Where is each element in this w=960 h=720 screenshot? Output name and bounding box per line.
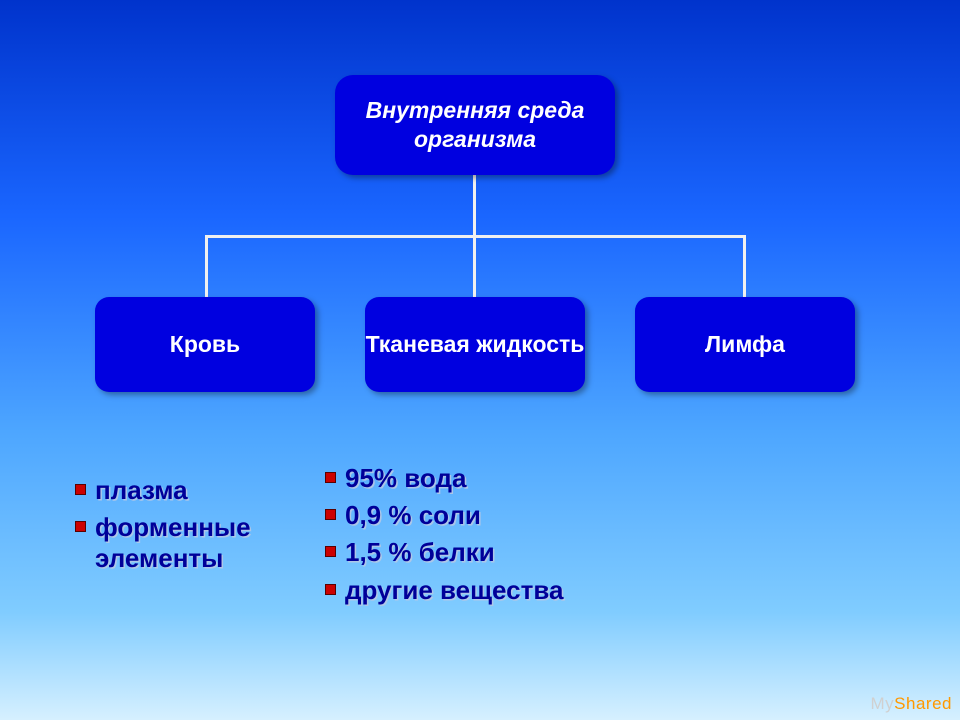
bullet-text: 95% вода	[345, 463, 466, 494]
list-item: форменные элементы	[75, 512, 310, 574]
bullet-text: форменные элементы	[95, 512, 310, 574]
bullet-icon	[325, 472, 336, 483]
watermark: MyShared	[871, 694, 953, 714]
watermark-part1: My	[871, 694, 895, 713]
bullet-text: другие вещества	[345, 575, 563, 606]
child-node-2-label: Тканевая жидкость	[366, 331, 585, 359]
bullet-icon	[325, 546, 336, 557]
list-item: другие вещества	[325, 575, 645, 606]
list-item: 0,9 % соли	[325, 500, 645, 531]
bullet-icon	[325, 509, 336, 520]
child-node-1-label: Кровь	[170, 331, 240, 359]
child-node-1: Кровь	[95, 297, 315, 392]
list-item: плазма	[75, 475, 310, 506]
child-node-3-label: Лимфа	[705, 331, 785, 359]
list-item: 1,5 % белки	[325, 537, 645, 568]
list-item: 95% вода	[325, 463, 645, 494]
connector-drop-1	[205, 235, 208, 297]
connector-drop-3	[743, 235, 746, 297]
bullet-list-right: 95% вода 0,9 % соли 1,5 % белки другие в…	[325, 463, 645, 612]
child-node-2: Тканевая жидкость	[365, 297, 585, 392]
child-node-3: Лимфа	[635, 297, 855, 392]
root-node-label: Внутренняя среда организма	[335, 96, 615, 154]
connector-trunk	[473, 175, 476, 235]
bullet-icon	[75, 521, 86, 532]
watermark-part2: Shared	[894, 694, 952, 713]
root-node: Внутренняя среда организма	[335, 75, 615, 175]
bullet-list-left: плазма форменные элементы	[75, 475, 310, 581]
bullet-text: 0,9 % соли	[345, 500, 481, 531]
bullet-icon	[75, 484, 86, 495]
connector-drop-2	[473, 235, 476, 297]
bullet-text: 1,5 % белки	[345, 537, 495, 568]
bullet-text: плазма	[95, 475, 188, 506]
bullet-icon	[325, 584, 336, 595]
